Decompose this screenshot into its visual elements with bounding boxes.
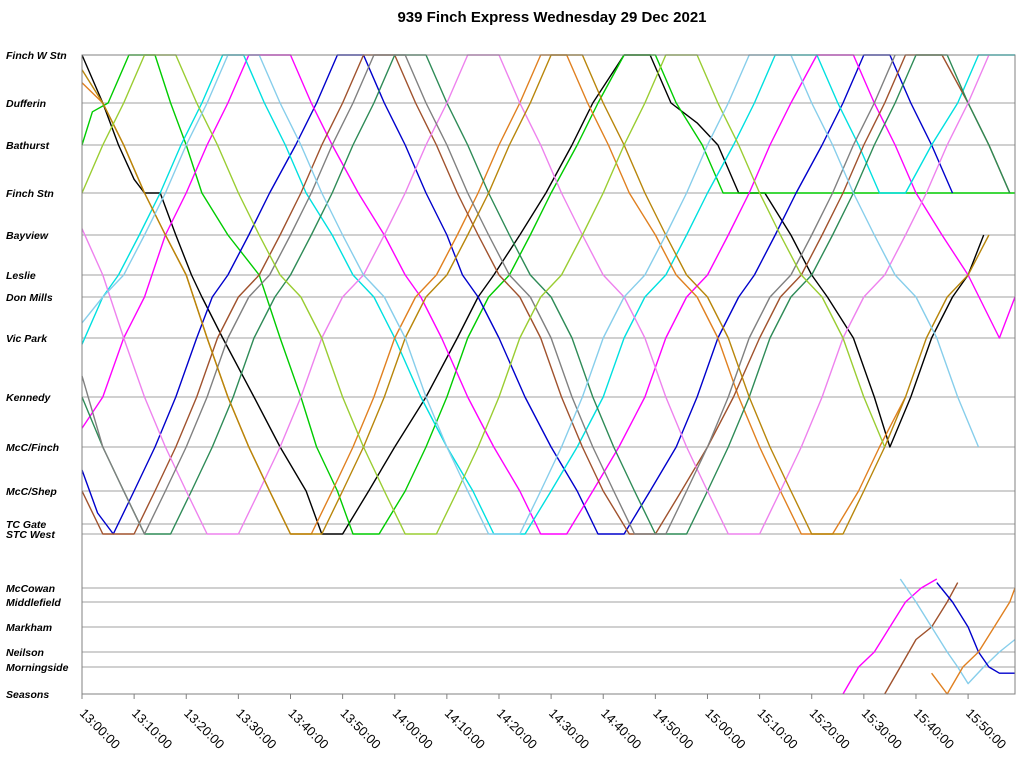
x-tick-label: 13:30:00 [233,706,279,752]
stop-label: Dufferin [6,98,46,110]
chart-title: 939 Finch Express Wednesday 29 Dec 2021 [397,9,706,26]
trip-line [936,582,1015,674]
stop-label: STC West [6,529,55,541]
stop-label: Seasons [6,689,49,701]
stop-label: McC/Shep [6,486,57,498]
trip-line [81,54,1011,535]
trip-line [81,54,896,535]
trip-line [81,54,980,535]
stop-label: Don Mills [6,292,53,304]
x-tick-label: 13:20:00 [181,706,227,752]
x-tick-label: 13:10:00 [129,706,175,752]
x-tick-label: 14:50:00 [650,706,696,752]
trip-line [81,54,1015,535]
trip-line [884,582,959,695]
x-tick-label: 15:00:00 [702,706,748,752]
x-tick-label: 13:40:00 [285,706,331,752]
stop-label: McCowan [6,583,55,595]
x-tick-label: 14:30:00 [546,706,592,752]
x-tick-label: 15:40:00 [911,706,957,752]
x-tick-label: 14:20:00 [494,706,540,752]
stop-label: Bayview [6,230,49,242]
stop-label: Middlefield [6,597,61,609]
trip-line [81,54,1011,535]
x-tick-label: 13:50:00 [337,706,383,752]
stop-label: Kennedy [6,392,52,404]
x-tick-label: 15:30:00 [859,706,905,752]
trip-line [81,54,985,535]
x-tick-label: 14:00:00 [390,706,436,752]
stop-label: Morningside [6,662,69,674]
trip-line [899,578,1016,685]
trip-line [81,54,1015,535]
stop-label: McC/Finch [6,442,59,454]
trip-line [81,54,954,535]
stop-label: Bathurst [6,140,50,152]
stop-label: Neilson [6,647,44,659]
trip-line [842,578,938,695]
stop-label: Leslie [6,270,36,282]
trip-line [81,54,990,535]
x-tick-label: 14:40:00 [598,706,644,752]
stop-label: Vic Park [6,333,48,345]
stop-label: Finch W Stn [6,50,67,62]
trip-line [81,54,886,535]
stop-label: Finch Stn [6,188,54,200]
x-tick-label: 15:10:00 [754,706,800,752]
x-tick-label: 13:00:00 [77,706,123,752]
trip-line [81,54,990,535]
x-tick-label: 15:50:00 [963,706,1009,752]
stop-labels: Finch W Stn Dufferin Bathurst Finch Stn Bayv… [6,50,69,701]
x-axis-ticks: 13:00:00 13:10:00 13:20:00 13:30:00 13:40:00… [77,694,1009,752]
x-tick-label: 14:10:00 [442,706,488,752]
stop-label: Markham [6,622,52,634]
trip-lines [81,54,1016,695]
trip-line [81,54,1016,535]
x-tick-label: 15:20:00 [807,706,853,752]
plot-frame [81,54,1016,695]
stop-label: TC Gate [6,519,46,531]
grid-lines [82,54,1015,695]
